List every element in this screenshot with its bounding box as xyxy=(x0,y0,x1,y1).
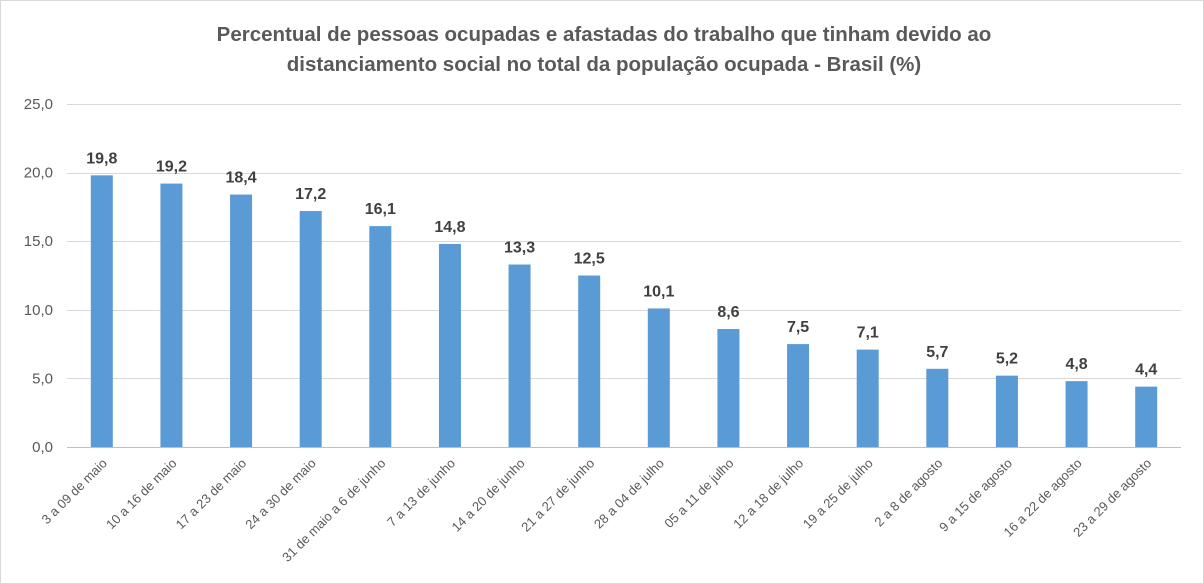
x-tick-label: 21 a 27 de junho xyxy=(518,456,597,535)
bar xyxy=(647,308,670,447)
x-tick-label: 9 a 15 de agosto xyxy=(936,456,1015,535)
bar xyxy=(717,329,740,447)
y-tick-label: 10,0 xyxy=(24,302,53,319)
x-tick-label: 19 a 25 de julho xyxy=(800,456,876,532)
x-tick-label: 2 a 8 de agosto xyxy=(871,456,945,530)
data-label: 8,6 xyxy=(717,304,739,321)
bar xyxy=(299,211,322,447)
data-label: 16,1 xyxy=(365,201,396,218)
bar xyxy=(578,275,601,447)
data-label: 18,4 xyxy=(225,170,256,187)
chart-title-line-2: distanciamento social no total da popula… xyxy=(287,53,921,76)
y-tick-label: 20,0 xyxy=(24,165,53,182)
x-tick-label: 17 a 23 de maio xyxy=(173,456,250,533)
data-label: 19,2 xyxy=(156,159,187,176)
bar xyxy=(995,375,1018,447)
data-label: 17,2 xyxy=(295,186,326,203)
bar xyxy=(230,194,253,447)
x-tick-label: 7 a 13 de junho xyxy=(384,456,458,530)
bar xyxy=(1065,381,1088,447)
data-labels: 19,8 19,2 18,4 17,2 16,1 14,8 13,3 12,5 10,1 8,6 7… xyxy=(86,150,1157,378)
x-tick-label: 14 a 20 de junho xyxy=(449,456,528,535)
x-tick-label: 23 a 29 de agosto xyxy=(1070,456,1154,540)
bar xyxy=(160,183,183,448)
data-label: 7,5 xyxy=(787,319,809,336)
y-tick-label: 15,0 xyxy=(24,233,53,250)
gridlines xyxy=(67,104,1181,448)
x-tick-label: 10 a 16 de maio xyxy=(103,456,180,533)
x-tick-label: 24 a 30 de maio xyxy=(242,456,319,533)
bar xyxy=(369,226,392,447)
y-tick-label: 0,0 xyxy=(32,439,53,456)
bar xyxy=(508,264,531,447)
x-tick-label: 12 a 18 de julho xyxy=(730,456,806,532)
data-label: 19,8 xyxy=(86,150,117,167)
data-label: 4,8 xyxy=(1065,356,1087,373)
bars xyxy=(90,175,1158,448)
x-tick-label: 3 a 09 de maio xyxy=(39,456,110,527)
bar xyxy=(1135,386,1158,447)
data-label: 5,2 xyxy=(996,351,1018,368)
data-label: 10,1 xyxy=(643,283,674,300)
y-tick-label: 25,0 xyxy=(24,96,53,113)
y-axis-ticks: 0,0 5,0 10,0 15,0 20,0 25,0 xyxy=(24,96,53,456)
data-label: 4,4 xyxy=(1135,362,1157,379)
bar xyxy=(856,349,879,447)
y-tick-label: 5,0 xyxy=(32,370,53,387)
chart-title-line-1: Percentual de pessoas ocupadas e afastad… xyxy=(217,23,992,46)
data-label: 7,1 xyxy=(857,325,879,342)
data-label: 13,3 xyxy=(504,240,535,257)
data-label: 14,8 xyxy=(434,219,465,236)
bar xyxy=(438,243,461,447)
data-label: 12,5 xyxy=(574,251,605,268)
data-label: 5,7 xyxy=(926,344,948,361)
bar xyxy=(787,344,810,447)
chart-title: Percentual de pessoas ocupadas e afastad… xyxy=(217,23,992,76)
bar xyxy=(926,368,949,447)
bar xyxy=(90,175,113,447)
x-tick-label: 28 a 04 de julho xyxy=(591,456,667,532)
x-tick-label: 05 a 11 de julho xyxy=(661,456,736,531)
